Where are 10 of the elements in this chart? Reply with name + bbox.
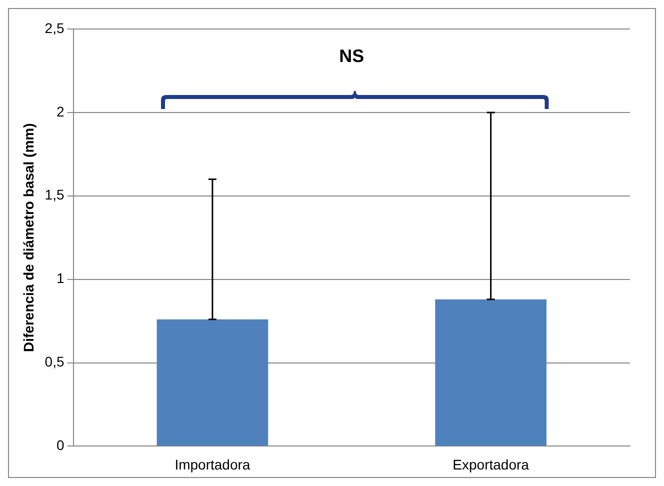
y-axis-title: Diferencia de diámetro basal (mm) [20,123,36,352]
y-tick-label: 2 [56,103,64,120]
x-tick-label: Exportadora [452,456,530,472]
x-tick-label: Importadora [174,456,250,472]
annotation: NS [339,46,364,66]
y-tick-label: 0 [56,437,64,454]
y-tick-label: 2,5 [44,20,64,36]
y-tick-label: 1 [56,270,64,286]
y-tick-label: 1,5 [44,186,64,203]
y-tick-label: 0,5 [44,354,64,370]
